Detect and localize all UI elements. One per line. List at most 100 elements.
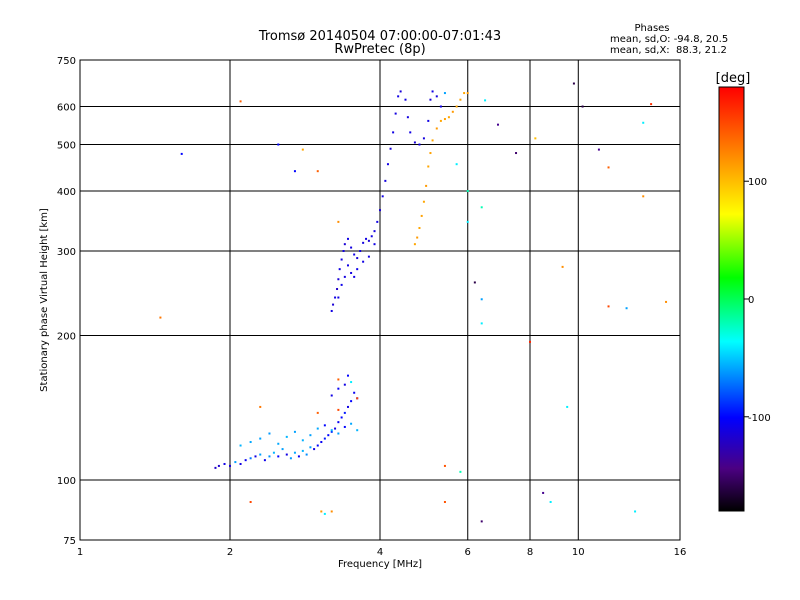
data-point <box>431 90 434 93</box>
data-point <box>346 374 349 377</box>
phases-line-x: mean, sd,X: 88.3, 21.2 <box>610 45 727 56</box>
colorbar-ticks: 100 0 -100 <box>744 177 771 424</box>
data-point <box>561 265 564 268</box>
data-point <box>309 434 312 437</box>
data-point <box>427 165 430 168</box>
colorbar-tick-label: -100 <box>748 413 771 424</box>
data-point <box>634 510 637 513</box>
data-point <box>607 166 610 169</box>
data-point <box>496 123 499 126</box>
data-point <box>327 434 330 437</box>
data-point <box>429 98 432 101</box>
data-point <box>439 119 442 122</box>
data-point <box>346 264 349 267</box>
data-point <box>409 131 412 134</box>
data-point <box>443 464 446 467</box>
data-point <box>316 170 319 173</box>
data-point <box>422 200 425 203</box>
data-point <box>427 119 430 122</box>
data-point <box>337 421 340 424</box>
data-point <box>480 520 483 523</box>
data-point <box>217 464 220 467</box>
data-point <box>323 437 326 440</box>
data-point <box>473 281 476 284</box>
data-point <box>418 227 421 230</box>
data-point <box>346 237 349 240</box>
data-point <box>350 400 353 403</box>
data-point <box>342 250 345 253</box>
y-tick-label: 750 <box>57 56 76 67</box>
data-point <box>301 439 304 442</box>
data-point <box>330 430 333 433</box>
data-point <box>334 427 337 430</box>
data-point <box>350 271 353 274</box>
data-point <box>337 220 340 223</box>
data-point <box>397 95 400 98</box>
data-point <box>320 441 323 444</box>
plot-frame <box>79 59 681 541</box>
data-point <box>443 92 446 95</box>
data-point <box>394 112 397 115</box>
data-point <box>340 258 343 261</box>
data-point <box>350 422 353 425</box>
data-point <box>384 179 387 182</box>
data-point <box>309 446 312 449</box>
data-point <box>353 391 356 394</box>
data-point <box>249 441 252 444</box>
data-point <box>259 405 262 408</box>
data-point <box>459 470 462 473</box>
data-point <box>356 257 359 260</box>
data-point <box>350 381 353 384</box>
y-tick-label: 75 <box>63 536 76 547</box>
data-point <box>323 512 326 515</box>
data-point <box>642 121 645 124</box>
data-point <box>650 103 653 106</box>
data-point <box>463 92 466 95</box>
data-point <box>337 387 340 390</box>
data-point <box>316 411 319 414</box>
data-point <box>404 98 407 101</box>
chart-title: Tromsø 20140504 07:00:00-07:01:43 <box>258 29 501 44</box>
data-point <box>234 461 237 464</box>
x-axis-label: Frequency [MHz] <box>338 559 422 570</box>
data-point <box>305 453 308 456</box>
data-point <box>665 300 668 303</box>
data-point <box>323 424 326 427</box>
data-point <box>340 416 343 419</box>
data-point <box>466 220 469 223</box>
data-point <box>346 405 349 408</box>
data-point <box>534 137 537 140</box>
data-point <box>542 491 545 494</box>
x-tick-label: 4 <box>377 547 383 558</box>
data-point <box>350 246 353 249</box>
data-point <box>373 230 376 233</box>
data-point <box>455 105 458 108</box>
data-point <box>443 118 446 121</box>
data-point <box>249 500 252 503</box>
data-point <box>337 296 340 299</box>
phases-line-o: mean, sd,O: -94.8, 20.5 <box>610 34 728 45</box>
data-point <box>330 394 333 397</box>
data-point <box>480 298 483 301</box>
y-tick-label: 100 <box>57 476 76 487</box>
data-point <box>336 288 339 291</box>
data-point <box>459 98 462 101</box>
data-point <box>301 148 304 151</box>
data-point <box>281 448 284 451</box>
data-point <box>515 152 518 155</box>
grid-lines <box>79 59 681 541</box>
x-tick-label: 10 <box>572 547 585 558</box>
data-point <box>239 100 242 103</box>
data-point <box>356 429 359 432</box>
data-point <box>439 105 442 108</box>
data-point <box>379 209 381 212</box>
data-point <box>435 127 438 130</box>
data-point <box>443 500 446 503</box>
y-tick-label: 200 <box>57 332 76 343</box>
data-point <box>330 510 333 513</box>
data-point <box>337 432 340 435</box>
phases-heading: Phases <box>634 23 669 34</box>
data-point <box>330 309 333 312</box>
data-point <box>455 163 458 166</box>
